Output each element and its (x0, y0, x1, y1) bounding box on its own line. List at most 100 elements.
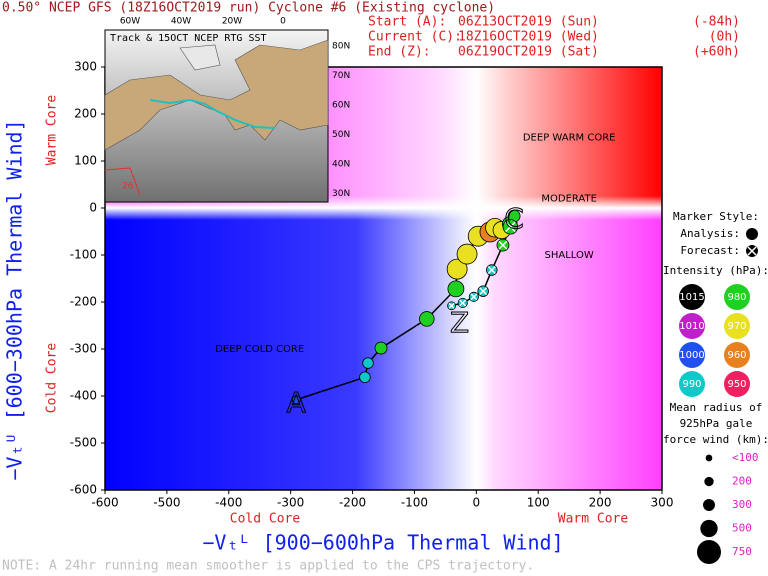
legend-radius-swatch (703, 499, 715, 511)
inset-lon-label: 40W (171, 17, 191, 27)
legend-radius-title: Mean radius of (670, 401, 763, 414)
info-text: Current (C): (368, 30, 462, 45)
point-letter: C (504, 202, 524, 235)
legend-intensity-swatch (679, 284, 705, 310)
legend-intensity-label: 1015 (679, 292, 704, 303)
x-tick-label: -500 (153, 496, 180, 510)
inset-lon-label: 0 (280, 17, 286, 27)
info-text: (0h) (709, 30, 740, 45)
y-tick-label: -100 (70, 248, 97, 262)
legend-intensity-label: 950 (727, 379, 746, 390)
info-text: (-84h) (693, 15, 740, 30)
y-side-label: Cold Core (45, 343, 60, 414)
legend-text: Analysis: (680, 227, 740, 240)
x-tick-label: 200 (589, 496, 612, 510)
legend-intensity-swatch (679, 371, 705, 397)
legend-radius-label: 750 (732, 545, 752, 558)
inset-lat-label: 70N (332, 71, 350, 81)
info-text: 06Z19OCT2019 (Sat) (458, 45, 599, 60)
legend-radius-swatch (700, 519, 718, 538)
analysis-marker (419, 311, 435, 327)
x-side-label: Cold Core (230, 512, 301, 527)
analysis-marker (362, 357, 374, 369)
region-label: MODERATE (541, 194, 597, 205)
forecast-cross (470, 293, 478, 301)
legend-radius-label: 300 (732, 498, 752, 511)
legend-radius-label: 500 (732, 522, 752, 535)
y-tick-label: -500 (70, 436, 97, 450)
inset-title: Track & 15OCT NCEP RTG SST (110, 33, 267, 44)
forecast-cross (487, 266, 496, 275)
forecast-cross (479, 287, 488, 296)
legend-intensity-label: 1000 (679, 350, 704, 361)
legend-intensity-label: 970 (727, 321, 746, 332)
legend-radius-title: force wind (km): (663, 433, 768, 446)
y-tick-label: 200 (74, 107, 97, 121)
region-label: SHALLOW (545, 250, 594, 261)
info-text: End (Z): (368, 45, 431, 60)
y-tick-label: -200 (70, 295, 97, 309)
point-letter: Z (450, 306, 469, 339)
legend-intensity-swatch (724, 342, 750, 368)
legend-text: Forecast: (680, 244, 740, 257)
inset-lat-label: 60N (332, 101, 350, 111)
legend-radius-label: <100 (732, 451, 759, 464)
y-tick-label: -400 (70, 389, 97, 403)
legend-radius-title: 925hPa gale (680, 417, 753, 430)
y-side-label: Warm Core (45, 95, 60, 166)
legend-radius-label: 200 (732, 475, 752, 488)
info-text: (+60h) (693, 45, 740, 60)
inset-contour-label: 26 (122, 182, 134, 192)
analysis-marker (447, 280, 465, 298)
legend-radius-swatch (697, 540, 721, 564)
info-text: 06Z13OCT2019 (Sun) (458, 15, 599, 30)
legend-intensity-swatch (724, 313, 750, 339)
note: NOTE: A 24hr running mean smoother is ap… (2, 559, 534, 574)
legend-intensity-swatch (679, 342, 705, 368)
forecast-cross (505, 221, 516, 233)
inset-lon-label: 20W (222, 17, 242, 27)
legend-intensity-swatch (724, 284, 750, 310)
forecast-cross (498, 240, 508, 250)
legend-radius-swatch (704, 476, 714, 487)
legend-analysis-marker (746, 228, 758, 240)
legend-forecast-cross (747, 246, 757, 256)
inset-lat-label: 40N (332, 160, 350, 170)
y-axis-title: −Vₜᵁ [600−300hPa Thermal Wind] (3, 119, 27, 480)
x-tick-label: -100 (401, 496, 428, 510)
legend-title: Marker Style: (673, 210, 759, 223)
inset-map (104, 29, 329, 203)
series (447, 219, 519, 311)
region-label: DEEP COLD CORE (215, 344, 304, 355)
analysis-marker (359, 371, 371, 383)
x-tick-label: 100 (527, 496, 550, 510)
y-tick-label: -600 (70, 483, 97, 497)
x-axis-title: −Vₜᴸ [900−600hPa Thermal Wind] (202, 531, 563, 555)
inset-lon-label: 60W (120, 17, 140, 27)
y-tick-label: 0 (89, 201, 97, 215)
analysis-marker (374, 341, 388, 355)
legend-intensity-label: 990 (682, 379, 701, 390)
x-tick-label: -300 (277, 496, 304, 510)
analysis-marker (456, 243, 478, 265)
legend-title: Intensity (hPa): (663, 264, 768, 277)
legend-intensity-label: 1010 (679, 321, 704, 332)
info-text: 18Z16OCT2019 (Wed) (458, 30, 599, 45)
x-tick-label: -400 (215, 496, 242, 510)
region-label: DEEP WARM CORE (523, 133, 616, 144)
inset-lat-label: 80N (332, 42, 350, 52)
chart-title: 0.50° NCEP GFS (18Z16OCT2019 run) Cyclon… (2, 1, 495, 16)
analysis-marker (446, 258, 468, 280)
point-letter: A (287, 386, 306, 419)
x-side-label: Warm Core (558, 512, 629, 527)
legend-intensity-label: 980 (727, 292, 746, 303)
inset-lat-label: 30N (332, 189, 350, 199)
analysis-marker (291, 395, 301, 405)
legend-radius-swatch (705, 454, 713, 462)
x-tick-label: 300 (651, 496, 674, 510)
y-tick-label: 100 (74, 154, 97, 168)
legend-intensity-swatch (724, 371, 750, 397)
x-tick-label: -600 (91, 496, 118, 510)
